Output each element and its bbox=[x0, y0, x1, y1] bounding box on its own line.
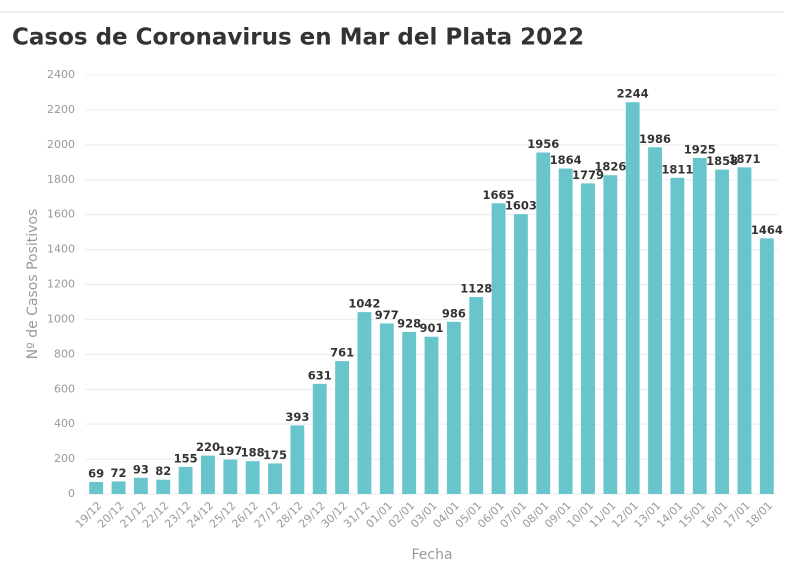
data-label: 1811 bbox=[661, 162, 693, 176]
data-label: 1864 bbox=[550, 153, 582, 167]
data-label: 1986 bbox=[639, 132, 671, 146]
y-tick-label: 600 bbox=[54, 382, 75, 395]
data-label: 175 bbox=[263, 448, 287, 462]
y-tick-label: 400 bbox=[54, 417, 75, 430]
bar bbox=[558, 168, 573, 494]
y-axis-label: Nº de Casos Positivos bbox=[25, 209, 41, 360]
y-tick-label: 1200 bbox=[47, 278, 75, 291]
bar bbox=[491, 203, 506, 494]
bar bbox=[156, 479, 171, 494]
data-label: 82 bbox=[155, 464, 171, 478]
y-tick-label: 2000 bbox=[47, 138, 75, 151]
bar bbox=[715, 169, 730, 495]
bar bbox=[625, 102, 640, 495]
bar bbox=[335, 361, 350, 494]
data-label: 761 bbox=[330, 346, 354, 360]
bar bbox=[402, 331, 417, 494]
data-label: 631 bbox=[308, 368, 332, 382]
data-label: 93 bbox=[133, 462, 149, 476]
bar bbox=[536, 152, 551, 494]
bar bbox=[603, 175, 618, 495]
chart-title: Casos de Coronavirus en Mar del Plata 20… bbox=[12, 25, 584, 51]
y-tick-label: 1600 bbox=[47, 208, 75, 221]
bar bbox=[245, 461, 260, 494]
bar bbox=[290, 425, 305, 494]
bar bbox=[268, 463, 282, 494]
bar bbox=[648, 147, 662, 494]
data-label: 977 bbox=[375, 308, 399, 322]
data-label: 901 bbox=[419, 321, 443, 335]
data-label: 220 bbox=[196, 440, 220, 454]
bar bbox=[223, 459, 238, 494]
y-tick-label: 800 bbox=[54, 347, 75, 360]
bar bbox=[312, 383, 327, 494]
data-label: 1042 bbox=[348, 297, 380, 311]
bar bbox=[513, 214, 528, 494]
y-tick-label: 0 bbox=[68, 487, 75, 500]
data-label: 1826 bbox=[594, 160, 626, 174]
bar bbox=[133, 477, 148, 494]
y-tick-label: 2200 bbox=[47, 103, 75, 116]
bar bbox=[446, 321, 461, 494]
data-label: 1858 bbox=[706, 154, 738, 168]
bar bbox=[581, 183, 595, 494]
data-label: 2244 bbox=[617, 87, 649, 101]
bar bbox=[379, 323, 394, 494]
bar bbox=[670, 177, 685, 494]
y-tick-label: 1000 bbox=[47, 312, 75, 325]
data-label: 1779 bbox=[572, 168, 604, 182]
bar bbox=[111, 481, 126, 494]
data-label: 188 bbox=[241, 446, 265, 460]
x-axis-label: Fecha bbox=[411, 547, 452, 563]
data-label: 1956 bbox=[527, 137, 559, 151]
bar bbox=[89, 481, 104, 494]
data-label: 1603 bbox=[505, 199, 537, 213]
data-label: 1871 bbox=[728, 152, 760, 166]
data-label: 1665 bbox=[483, 188, 515, 202]
y-tick-label: 2400 bbox=[47, 68, 75, 81]
bar bbox=[737, 167, 752, 494]
data-label: 986 bbox=[442, 306, 466, 320]
bar bbox=[178, 466, 193, 494]
y-tick-label: 1800 bbox=[47, 173, 75, 186]
y-tick-label: 200 bbox=[54, 452, 75, 465]
data-label: 155 bbox=[174, 451, 198, 465]
data-label: 69 bbox=[88, 466, 104, 480]
bar bbox=[692, 157, 707, 495]
data-label: 928 bbox=[397, 316, 421, 330]
data-label: 1464 bbox=[751, 223, 783, 237]
data-label: 72 bbox=[111, 466, 127, 480]
y-tick-label: 1400 bbox=[47, 243, 75, 256]
data-label: 1128 bbox=[460, 282, 492, 296]
bar bbox=[759, 238, 774, 494]
bar bbox=[469, 297, 484, 494]
data-label: 1925 bbox=[684, 142, 716, 156]
bar bbox=[424, 336, 439, 494]
data-label: 197 bbox=[218, 444, 242, 458]
bar bbox=[357, 312, 372, 494]
bar bbox=[201, 455, 215, 494]
data-label: 393 bbox=[285, 410, 309, 424]
